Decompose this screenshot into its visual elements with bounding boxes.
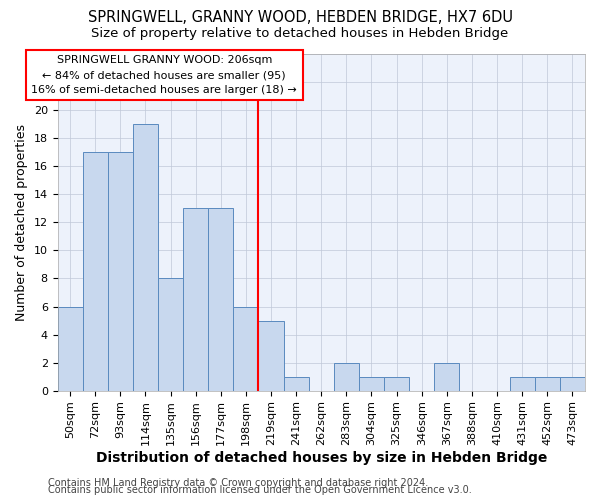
- Bar: [183, 208, 208, 390]
- Text: SPRINGWELL, GRANNY WOOD, HEBDEN BRIDGE, HX7 6DU: SPRINGWELL, GRANNY WOOD, HEBDEN BRIDGE, …: [88, 10, 512, 25]
- Bar: [259, 320, 284, 390]
- Bar: [284, 376, 309, 390]
- Text: Contains public sector information licensed under the Open Government Licence v3: Contains public sector information licen…: [48, 485, 472, 495]
- Bar: [334, 362, 359, 390]
- Bar: [560, 376, 585, 390]
- Bar: [58, 306, 83, 390]
- Y-axis label: Number of detached properties: Number of detached properties: [15, 124, 28, 321]
- Bar: [535, 376, 560, 390]
- Bar: [384, 376, 409, 390]
- Bar: [108, 152, 133, 390]
- Bar: [509, 376, 535, 390]
- Text: Size of property relative to detached houses in Hebden Bridge: Size of property relative to detached ho…: [91, 28, 509, 40]
- Text: Contains HM Land Registry data © Crown copyright and database right 2024.: Contains HM Land Registry data © Crown c…: [48, 478, 428, 488]
- Bar: [233, 306, 259, 390]
- Bar: [133, 124, 158, 390]
- Bar: [83, 152, 108, 390]
- Bar: [434, 362, 460, 390]
- X-axis label: Distribution of detached houses by size in Hebden Bridge: Distribution of detached houses by size …: [95, 451, 547, 465]
- Bar: [208, 208, 233, 390]
- Bar: [158, 278, 183, 390]
- Text: SPRINGWELL GRANNY WOOD: 206sqm
← 84% of detached houses are smaller (95)
16% of : SPRINGWELL GRANNY WOOD: 206sqm ← 84% of …: [31, 55, 297, 95]
- Bar: [359, 376, 384, 390]
